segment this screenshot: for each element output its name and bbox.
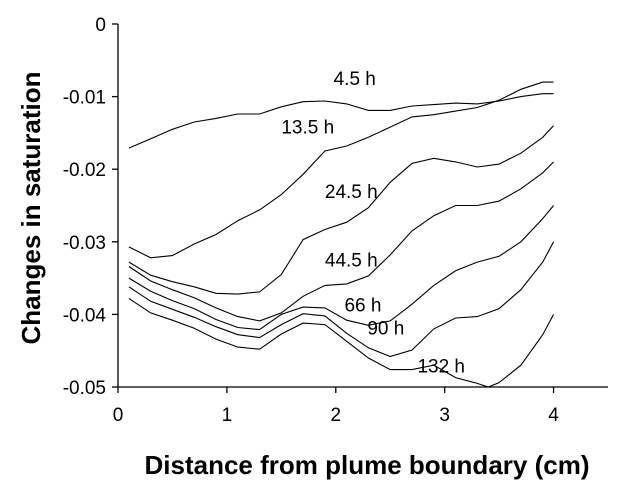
y-tick-label: -0.04 (63, 305, 107, 326)
series-label: 132 h (417, 356, 465, 377)
series-line-66-h (128, 205, 555, 331)
series-line-44-5-h (128, 161, 554, 322)
ticks: 0 1 2 3 4 0 -0.01 -0.02 -0.03 -0.04 -0.05 (63, 15, 560, 426)
y-tick-label: -0.03 (63, 233, 106, 254)
series-line-132-h (128, 297, 555, 388)
y-tick-label: 0 (95, 15, 106, 36)
x-tick-label: 4 (548, 405, 559, 426)
series-line-4-5-h (128, 93, 554, 149)
y-axis-title: Changes in saturation (16, 71, 46, 344)
y-tick-label: -0.01 (63, 88, 106, 109)
series-label: 44.5 h (325, 250, 378, 271)
series-labels: 4.5 h 13.5 h 24.5 h 44.5 h 66 h 90 h 132 h (281, 69, 465, 377)
series-label: 4.5 h (334, 69, 376, 90)
series-line-90-h (128, 241, 555, 358)
x-axis-title: Distance from plume boundary (cm) (145, 450, 590, 480)
y-tick-label: -0.02 (63, 160, 106, 181)
x-tick-label: 3 (439, 405, 450, 426)
x-tick-label: 1 (222, 405, 233, 426)
x-tick-label: 2 (330, 405, 341, 426)
axes (117, 24, 608, 388)
series-line-13-5-h (128, 81, 554, 259)
x-tick-label: 0 (113, 405, 124, 426)
series-label: 66 h (344, 295, 381, 316)
series-lines (128, 81, 555, 388)
y-tick-label: -0.05 (63, 378, 106, 399)
series-label: 24.5 h (325, 182, 378, 203)
series-line-24-5-h (128, 125, 555, 295)
series-label: 13.5 h (281, 118, 334, 139)
series-label: 90 h (367, 319, 404, 340)
